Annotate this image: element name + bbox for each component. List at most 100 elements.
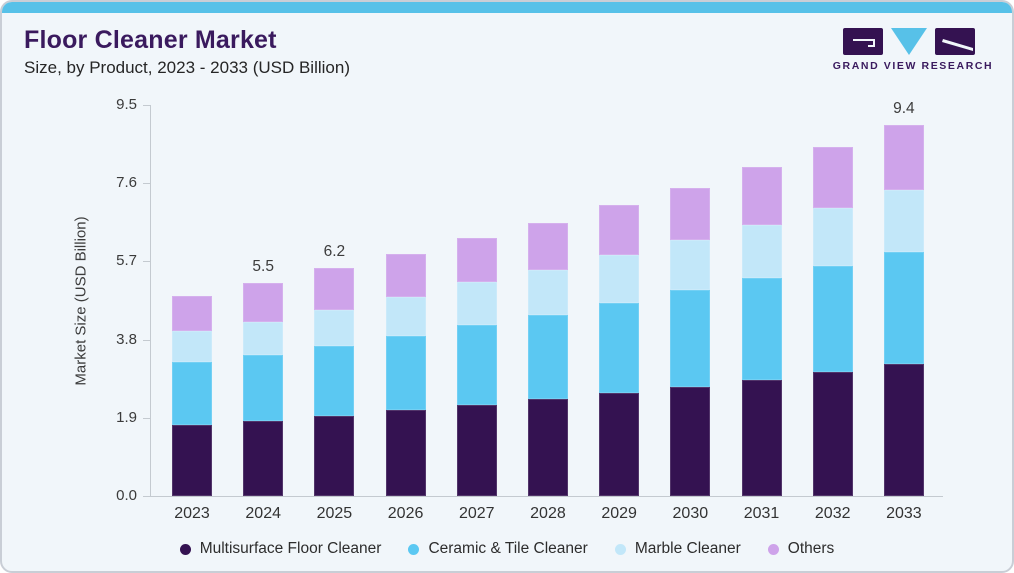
page-title: Floor Cleaner Market [24,26,277,54]
bar-segment [314,309,355,346]
bar-segment [741,224,782,279]
y-tick-label: 1.9 [116,408,137,426]
bar-segment [385,254,426,298]
bar-segment [812,265,853,373]
bar-segment [243,355,284,422]
bar-2024: 5.5 2024 [243,105,284,522]
page-subtitle: Size, by Product, 2023 - 2033 (USD Billi… [24,58,350,77]
bar-segment [599,205,640,256]
bar-segment [741,278,782,380]
bar-segment [670,290,711,388]
y-tick-label: 5.7 [116,252,137,270]
bar-value-label: 6.2 [323,242,346,260]
bar-segment [314,267,355,310]
bar-2030: 2030 [670,105,711,522]
bars-container: 2023 5.5 2024 6.2 2025 2026 2027 2028 2029 2030 20… [172,100,924,522]
legend-item: Others [767,540,835,558]
legend-label: Others [787,540,835,557]
legend-item: Ceramic & Tile Cleaner [408,540,588,558]
bar-2023: 2023 [172,105,212,522]
bar-segment [599,255,640,303]
bar-segment [527,398,568,496]
y-tick-label: 0.0 [116,487,137,504]
logo-text: GRAND VIEW RESEARCH [832,60,994,72]
y-tick-label: 3.8 [116,330,137,348]
bar-segment [527,270,568,315]
bar-segment [172,362,212,425]
x-axis-label: 2028 [530,505,566,522]
bar-2026: 2026 [385,105,426,522]
bar-segment [314,415,355,496]
y-tick-label: 7.6 [116,174,137,192]
bar-segment [385,335,426,410]
y-axis-title: Market Size (USD Billion) [72,215,90,386]
bar-2032: 2032 [812,105,853,522]
y-tick-mark [143,105,151,106]
x-axis-label: 2032 [814,505,851,522]
bar-segment [670,387,711,496]
legend-dot-icon [179,543,191,555]
bar-segment [172,331,212,363]
bar-segment [741,166,782,225]
bar-segment [172,424,212,496]
bar-segment [243,282,284,322]
bar-segment [599,302,640,393]
legend-item: Marble Cleaner [614,540,741,558]
bar-2033: 9.4 2033 [883,100,924,522]
legend-label: Ceramic & Tile Cleaner [428,540,588,557]
gvr-logo-icon [843,28,975,55]
bar-value-label: 5.5 [252,257,274,275]
y-tick-mark [143,261,151,263]
y-tick-mark [143,496,151,497]
bar-2029: 2029 [599,105,640,522]
bar-segment [812,372,853,496]
bar-segment [741,379,782,496]
bar-segment [456,282,497,326]
y-tick-mark [143,339,151,341]
bar-segment [456,404,497,496]
y-tick-mark [143,183,151,185]
bar-2028: 2028 [527,105,568,522]
bar-2025: 6.2 2025 [314,105,355,522]
bar-segment [883,251,924,365]
x-axis-label: 2029 [601,505,637,522]
bar-2027: 2027 [456,105,497,522]
legend-label: Marble Cleaner [634,540,741,557]
legend-dot-icon [614,543,626,555]
bar-segment [883,125,924,190]
bar-segment [385,409,426,496]
legend-dot-icon [408,543,420,555]
bar-segment [883,364,924,496]
x-axis-label: 2031 [743,505,780,522]
x-axis-label: 2027 [458,505,495,522]
x-axis-label: 2025 [316,505,353,522]
bar-2031: 2031 [741,105,782,522]
bar-segment [243,421,284,496]
bar-segment [670,187,711,241]
bar-segment [527,314,568,399]
bar-segment [314,345,355,416]
legend-item: Multisurface Floor Cleaner [179,540,382,558]
legend-dot-icon [767,543,779,555]
x-axis-label: 2033 [886,505,922,522]
bar-segment [456,238,497,283]
bar-segment [527,222,568,271]
grand-view-research-logo: GRAND VIEW RESEARCH [833,28,992,72]
plot-area: Market Size (USD Billion) 0.0 1.9 3.8 5.7 7.… [73,96,943,522]
bar-segment [670,240,711,291]
x-axis-label: 2023 [174,505,210,522]
bar-segment [172,295,212,332]
bar-segment [812,208,853,266]
x-axis-label: 2024 [245,505,281,522]
top-accent-strip [2,2,1012,13]
x-axis-label: 2030 [672,505,709,522]
legend-label: Multisurface Floor Cleaner [199,540,382,557]
bar-segment [812,146,853,209]
bar-segment [883,189,924,252]
y-tick-mark [143,417,151,419]
bar-segment [456,325,497,405]
x-axis-label: 2026 [387,505,424,522]
y-tick-label: 9.5 [116,96,137,113]
